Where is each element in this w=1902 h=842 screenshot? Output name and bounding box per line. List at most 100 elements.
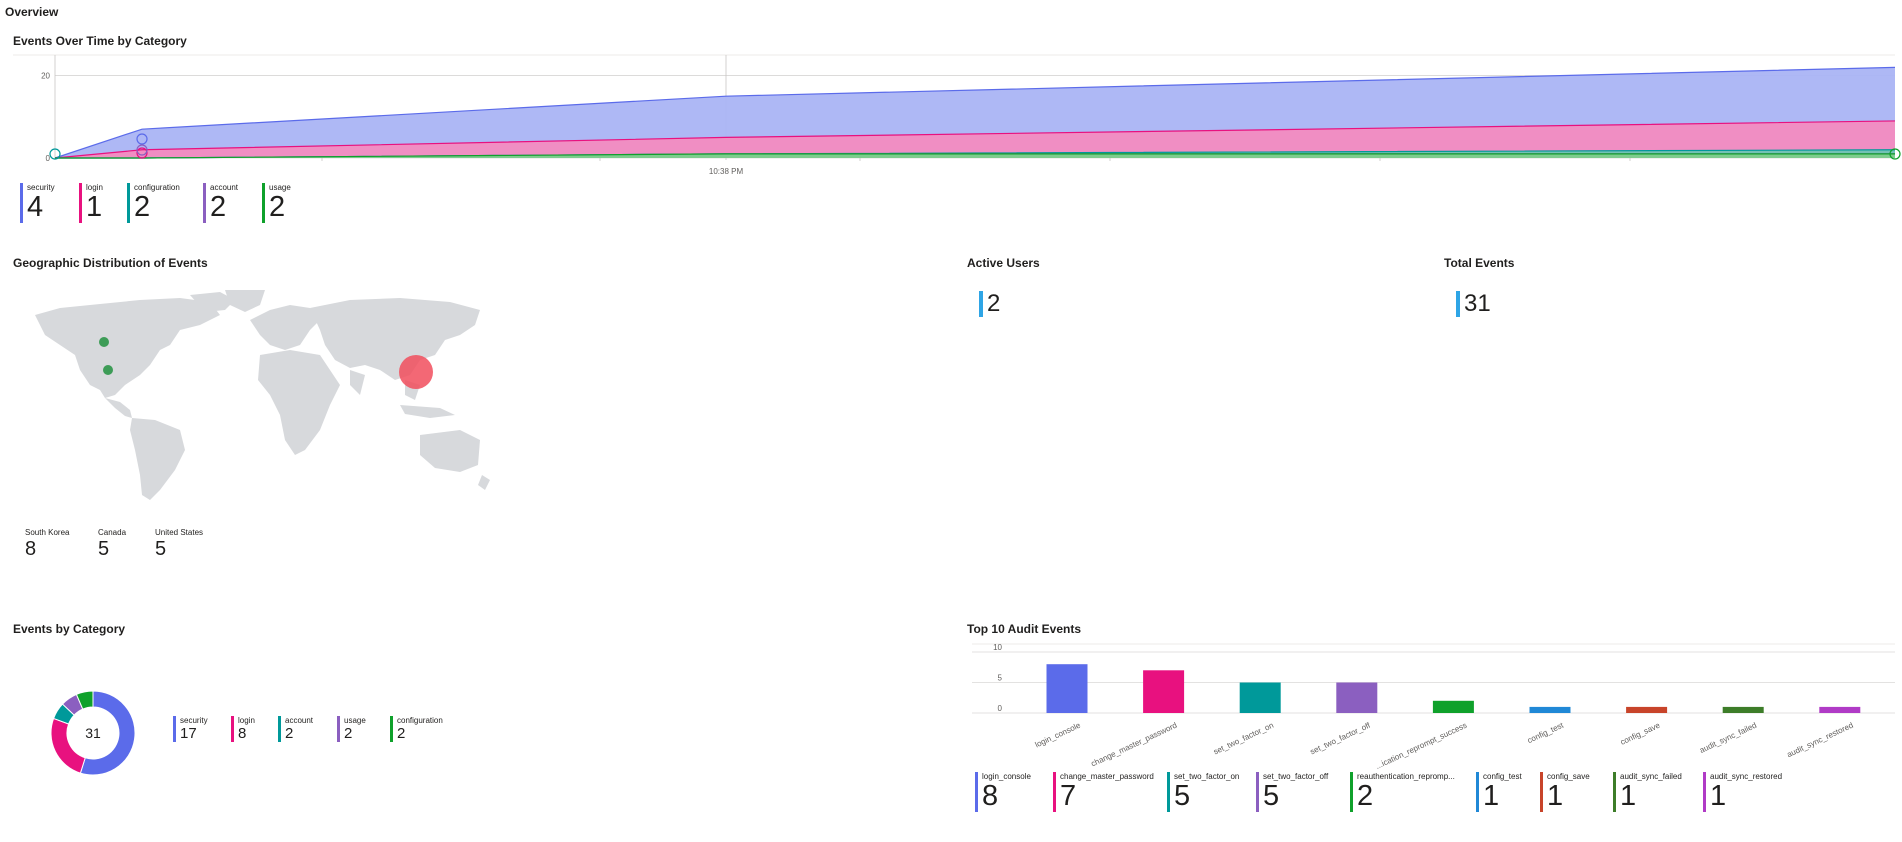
legend-item-reauthentication-repromp-[interactable]: reauthentication_repromp... 2 [1350, 772, 1455, 812]
y-tick-label: 10 [993, 643, 1002, 652]
data-point-marker[interactable] [49, 148, 61, 160]
legend-text: usage 2 [344, 716, 366, 742]
geo-label: Canada [98, 528, 127, 537]
legend-color-bar [1350, 772, 1353, 812]
legend-item-change-master-password[interactable]: change_master_password 7 [1053, 772, 1154, 812]
legend-item-set-two-factor-off[interactable]: set_two_factor_off 5 [1256, 772, 1328, 812]
legend-color-bar [1476, 772, 1479, 812]
data-point-marker[interactable] [136, 147, 148, 159]
legend-color-bar [278, 716, 281, 742]
bar-audit_sync_restored[interactable] [1819, 706, 1861, 713]
legend-item-login[interactable]: login 1 [79, 183, 103, 223]
legend-item-usage[interactable]: usage 2 [262, 183, 291, 223]
legend-item-set-two-factor-on[interactable]: set_two_factor_on 5 [1167, 772, 1239, 812]
legend-color-bar [231, 716, 234, 742]
x-tick-label: login_console [1034, 720, 1083, 749]
data-point-marker[interactable] [1889, 148, 1901, 160]
legend-value: 2 [285, 725, 294, 742]
legend-value: 5 [1174, 780, 1191, 812]
world-map[interactable] [20, 290, 490, 510]
geo-item-canada: Canada 5 [98, 528, 126, 561]
data-point-marker[interactable] [136, 133, 148, 145]
bar-reauthentication_reprompt_success[interactable] [1432, 700, 1474, 713]
legend-value: 17 [180, 725, 197, 742]
legend-label: reauthentication_repromp... [1357, 772, 1455, 781]
legend-item-login[interactable]: login 8 [231, 716, 255, 742]
category-title: Events by Category [13, 622, 126, 636]
legend-value: 1 [1483, 780, 1500, 812]
active-users-kpi: 2 [979, 290, 1000, 318]
legend-value: 2 [1357, 780, 1374, 812]
category-donut-chart[interactable]: 31 [50, 690, 136, 776]
area-login[interactable] [55, 120, 1895, 158]
total-events-kpi: 31 [1456, 290, 1491, 318]
legend-color-bar [262, 183, 265, 223]
bar-change_master_password[interactable] [1143, 670, 1185, 713]
legend-text: reauthentication_repromp... 2 [1357, 772, 1455, 812]
united-states-marker[interactable] [103, 365, 113, 375]
legend-value: 1 [86, 191, 103, 223]
donut-center-value: 31 [85, 725, 101, 741]
legend-color-bar [390, 716, 393, 742]
legend-text: login_console 8 [982, 772, 1031, 812]
legend-label: usage [344, 716, 366, 725]
timeline-chart[interactable]: 0 20 10:38 PM [0, 50, 1902, 180]
legend-item-configuration[interactable]: configuration 2 [127, 183, 180, 223]
geo-value: 5 [155, 538, 167, 560]
canada-marker[interactable] [99, 337, 109, 347]
bar-config_save[interactable] [1626, 706, 1668, 713]
legend-label: configuration [134, 183, 180, 192]
legend-label: change_master_password [1060, 772, 1154, 781]
donut-slice-configuration[interactable] [75, 690, 94, 710]
legend-color-bar [1167, 772, 1170, 812]
timeline-title: Events Over Time by Category [13, 34, 187, 48]
legend-item-account[interactable]: account 2 [278, 716, 313, 742]
legend-item-config-test[interactable]: config_test 1 [1476, 772, 1522, 812]
legend-text: account 2 [285, 716, 313, 742]
geo-item-south-korea: South Korea 8 [25, 528, 69, 561]
y-tick-label: 20 [41, 72, 50, 81]
audit-bar-chart[interactable]: 0 5 10 login_console change_master_password s… [960, 640, 1902, 770]
legend-item-config-save[interactable]: config_save 1 [1540, 772, 1590, 812]
legend-label: configuration [397, 716, 443, 725]
south-korea-marker[interactable] [399, 355, 433, 389]
legend-item-security[interactable]: security 17 [173, 716, 208, 742]
donut-slice-security[interactable] [79, 690, 136, 776]
active-users-value: 2 [987, 290, 1001, 317]
legend-item-usage[interactable]: usage 2 [337, 716, 366, 742]
legend-text: configuration 2 [397, 716, 443, 742]
x-tick-label: audit_sync_failed [1698, 721, 1758, 755]
bar-audit_sync_failed[interactable] [1722, 706, 1764, 713]
legend-item-configuration[interactable]: configuration 2 [390, 716, 443, 742]
data-point-marker[interactable] [136, 144, 148, 156]
legend-value: 2 [397, 725, 406, 742]
legend-label: account [285, 716, 314, 725]
geo-value: 5 [98, 538, 110, 560]
bar-set_two_factor_on[interactable] [1239, 682, 1281, 714]
area-usage[interactable] [55, 153, 1895, 158]
donut-slice-login[interactable] [50, 717, 86, 774]
legend-text: change_master_password 7 [1060, 772, 1154, 812]
bar-set_two_factor_off[interactable] [1336, 682, 1378, 714]
legend-color-bar [1256, 772, 1259, 812]
legend-text: usage 2 [269, 183, 291, 223]
bar-login_console[interactable] [1046, 664, 1088, 713]
legend-item-account[interactable]: account 2 [203, 183, 238, 223]
total-events-title: Total Events [1444, 256, 1515, 270]
bar-config_test[interactable] [1529, 706, 1571, 713]
legend-item-audit-sync-restored[interactable]: audit_sync_restored 1 [1703, 772, 1782, 812]
legend-item-audit-sync-failed[interactable]: audit_sync_failed 1 [1613, 772, 1682, 812]
legend-text: account 2 [210, 183, 238, 223]
legend-item-login-console[interactable]: login_console 8 [975, 772, 1031, 812]
legend-value: 5 [1263, 780, 1280, 812]
legend-item-security[interactable]: security 4 [20, 183, 55, 223]
legend-value: 2 [269, 191, 286, 223]
geo-value: 8 [25, 538, 37, 560]
legend-color-bar [975, 772, 978, 812]
x-tick-label: audit_sync_restored [1786, 721, 1855, 760]
legend-label: security [27, 183, 55, 192]
legend-text: security 4 [27, 183, 55, 223]
legend-label: account [210, 183, 239, 192]
legend-label: config_test [1483, 772, 1522, 781]
legend-text: login 1 [86, 183, 103, 223]
